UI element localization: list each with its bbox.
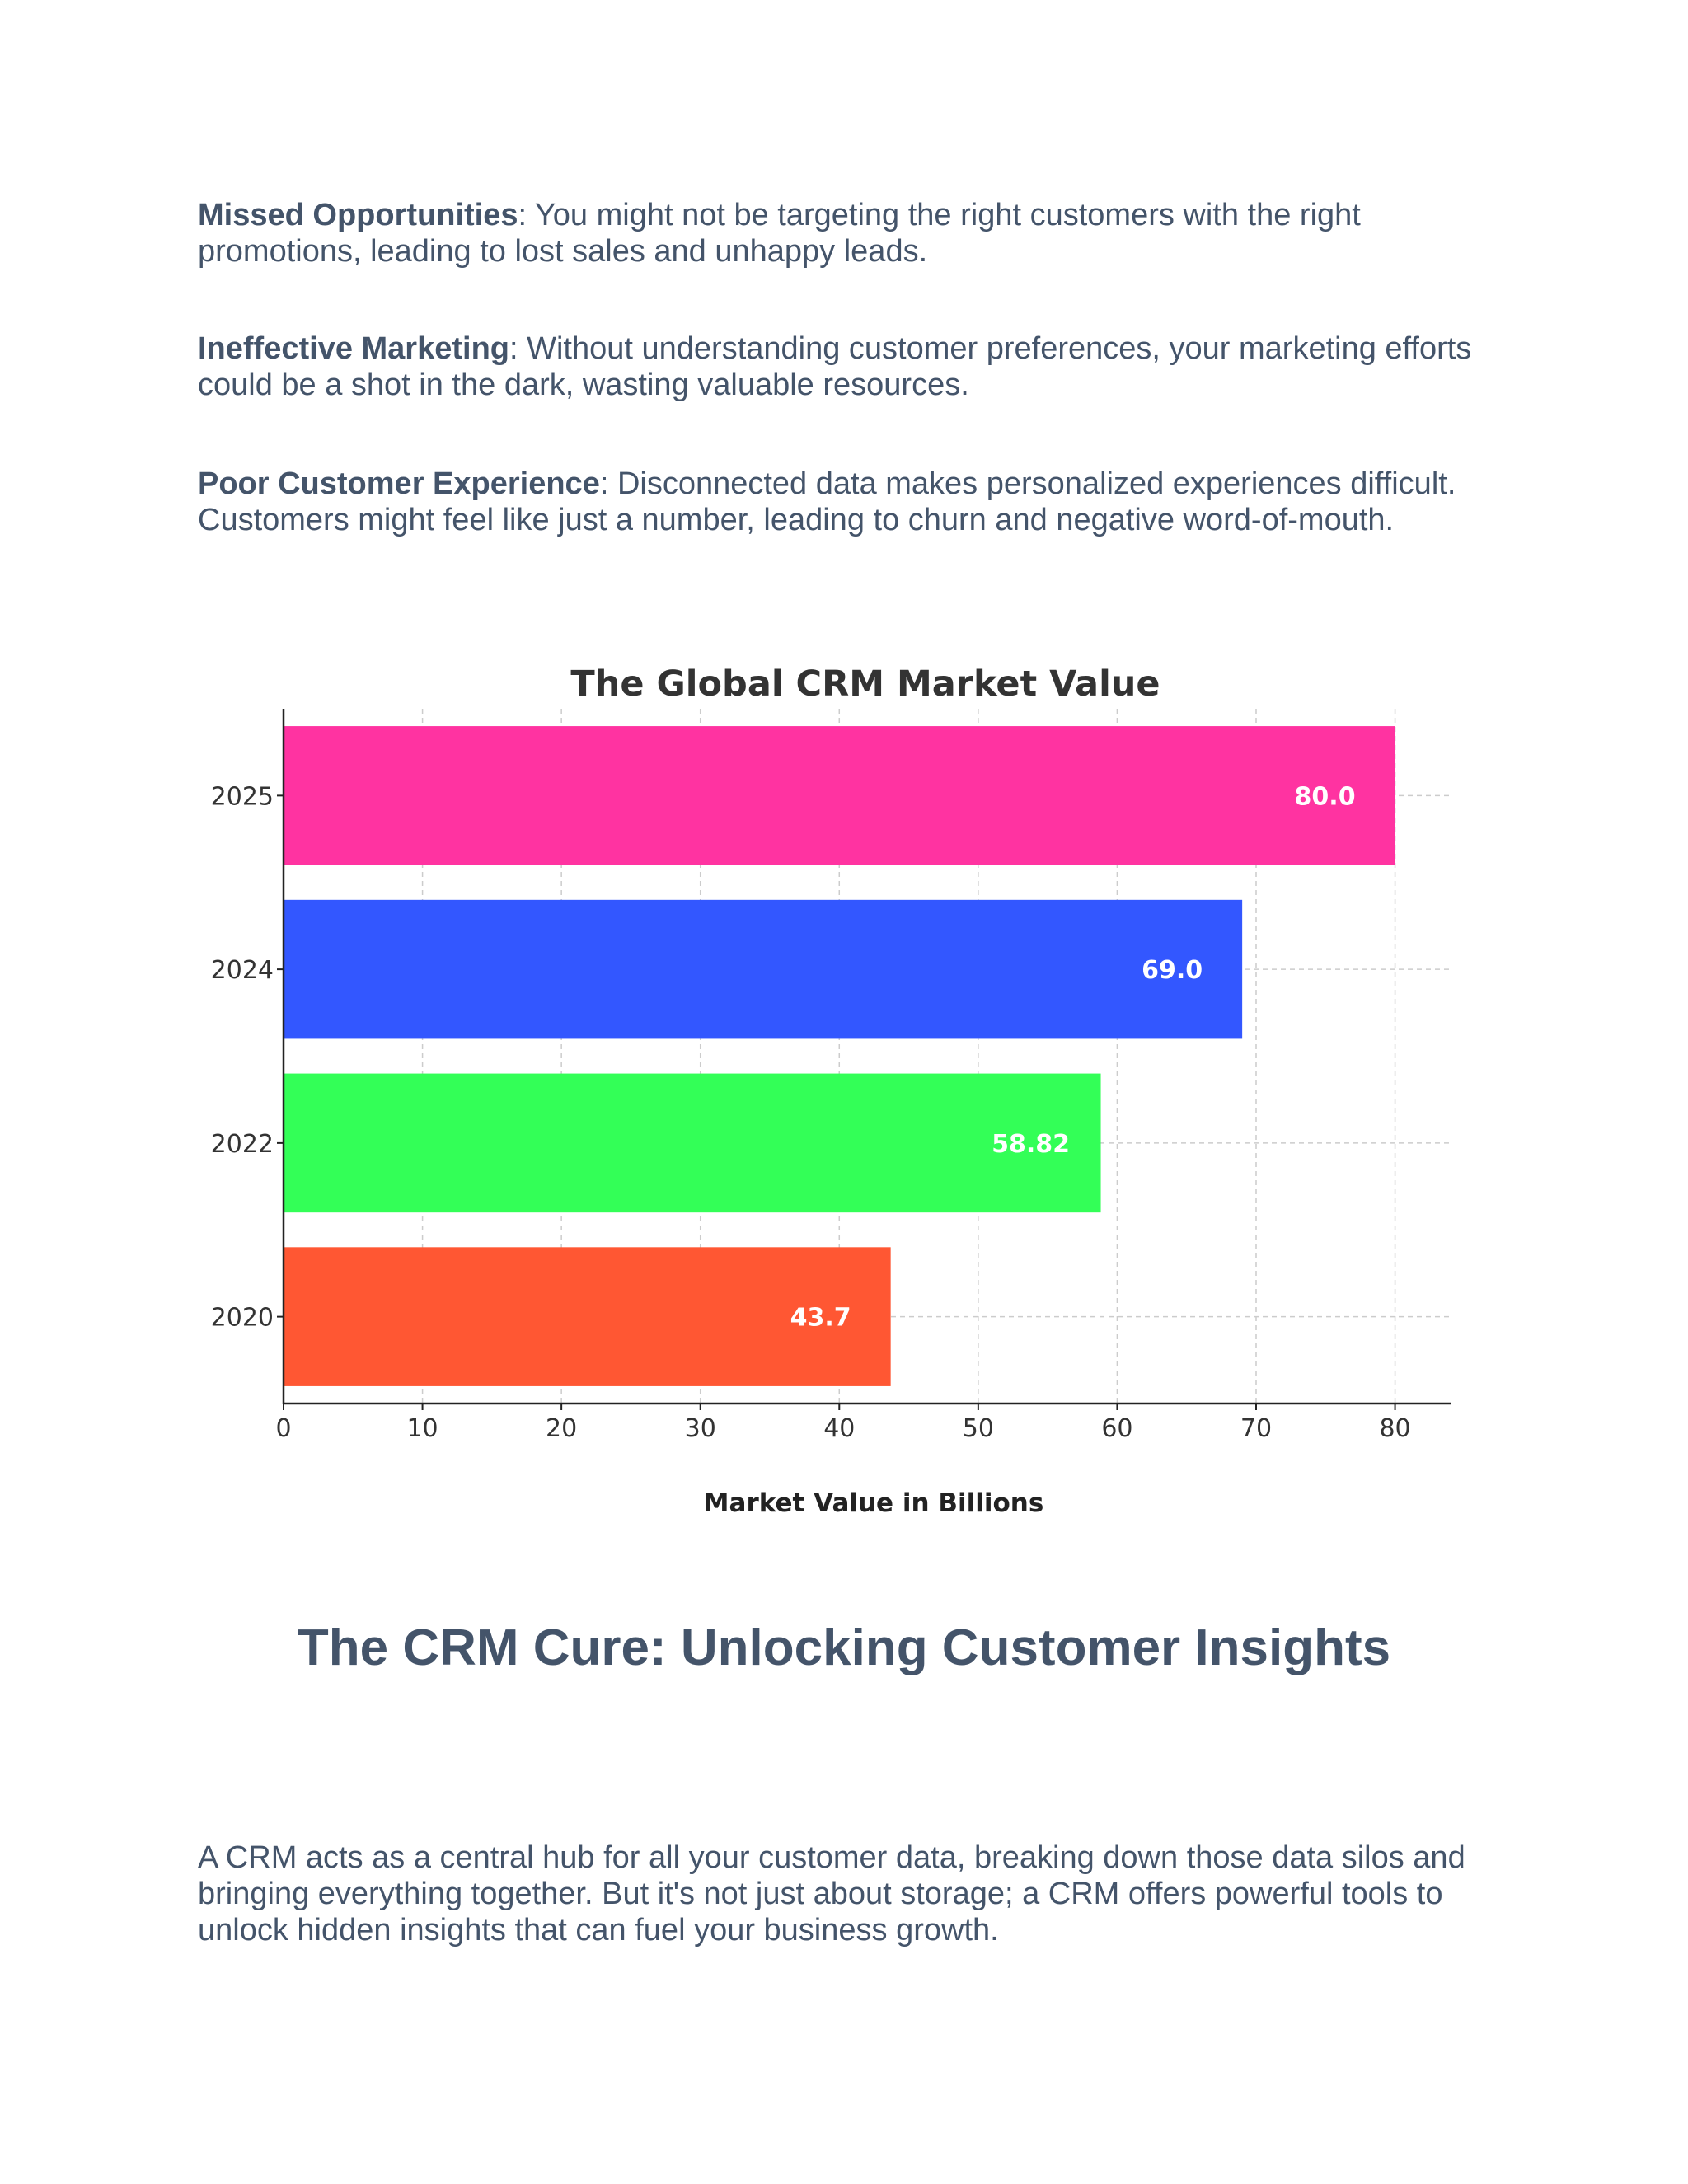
x-tick-label: 0 — [275, 1414, 291, 1443]
y-tick-label: 2022 — [211, 1130, 274, 1159]
x-tick-label: 80 — [1379, 1414, 1410, 1443]
bar-2022 — [284, 1073, 1101, 1213]
y-tick-label: 2025 — [211, 782, 274, 811]
chart-svg: 0 10 20 30 40 50 60 70 80 2020 2022 2024 2025 43.7 58… — [211, 663, 1451, 1518]
paragraph-text: : You might not be targeting the right c… — [198, 198, 1361, 269]
chart-x-axis-label: Market Value in Billions — [704, 1488, 1044, 1518]
bar-2024 — [284, 899, 1243, 1039]
x-tick-label: 70 — [1240, 1414, 1272, 1443]
chart-ticks: 0 10 20 30 40 50 60 70 80 2020 2022 2024 2025 — [211, 782, 1411, 1443]
chart-bars — [284, 726, 1395, 1386]
data-label: 58.82 — [992, 1130, 1070, 1159]
paragraph-ineffective-marketing: Ineffective Marketing: Without understan… — [198, 330, 1517, 403]
x-tick-label: 40 — [823, 1414, 855, 1443]
paragraph-text: : Disconnected data makes personalized e… — [198, 466, 1456, 537]
x-tick-label: 50 — [963, 1414, 994, 1443]
y-tick-label: 2020 — [211, 1304, 274, 1333]
x-tick-label: 60 — [1101, 1414, 1132, 1443]
section-heading: The CRM Cure: Unlocking Customer Insight… — [297, 1619, 1391, 1676]
paragraph-text: : Without understanding customer prefere… — [198, 331, 1472, 402]
section-body: A CRM acts as a central hub for all your… — [198, 1840, 1465, 1947]
x-tick-label: 30 — [685, 1414, 716, 1443]
paragraph-missed-opportunities: Missed Opportunities: You might not be t… — [198, 197, 1517, 269]
x-tick-label: 10 — [406, 1414, 438, 1443]
data-label: 69.0 — [1142, 956, 1203, 985]
paragraph-term: Poor Customer Experience — [198, 466, 600, 501]
chart-data-labels: 43.7 58.82 69.0 80.0 — [790, 782, 1356, 1332]
chart-title: The Global CRM Market Value — [570, 663, 1160, 705]
crm-market-chart: 0 10 20 30 40 50 60 70 80 2020 2022 2024 2025 43.7 58… — [165, 651, 1517, 1541]
data-label: 43.7 — [790, 1304, 851, 1333]
x-tick-label: 20 — [546, 1414, 577, 1443]
y-tick-label: 2024 — [211, 956, 274, 985]
paragraph-poor-customer-experience: Poor Customer Experience: Disconnected d… — [198, 466, 1517, 538]
bar-2020 — [284, 1247, 891, 1386]
paragraph-term: Ineffective Marketing — [198, 331, 509, 366]
data-label: 80.0 — [1295, 782, 1356, 811]
bar-2025 — [284, 726, 1395, 865]
paragraph-term: Missed Opportunities — [198, 198, 518, 232]
